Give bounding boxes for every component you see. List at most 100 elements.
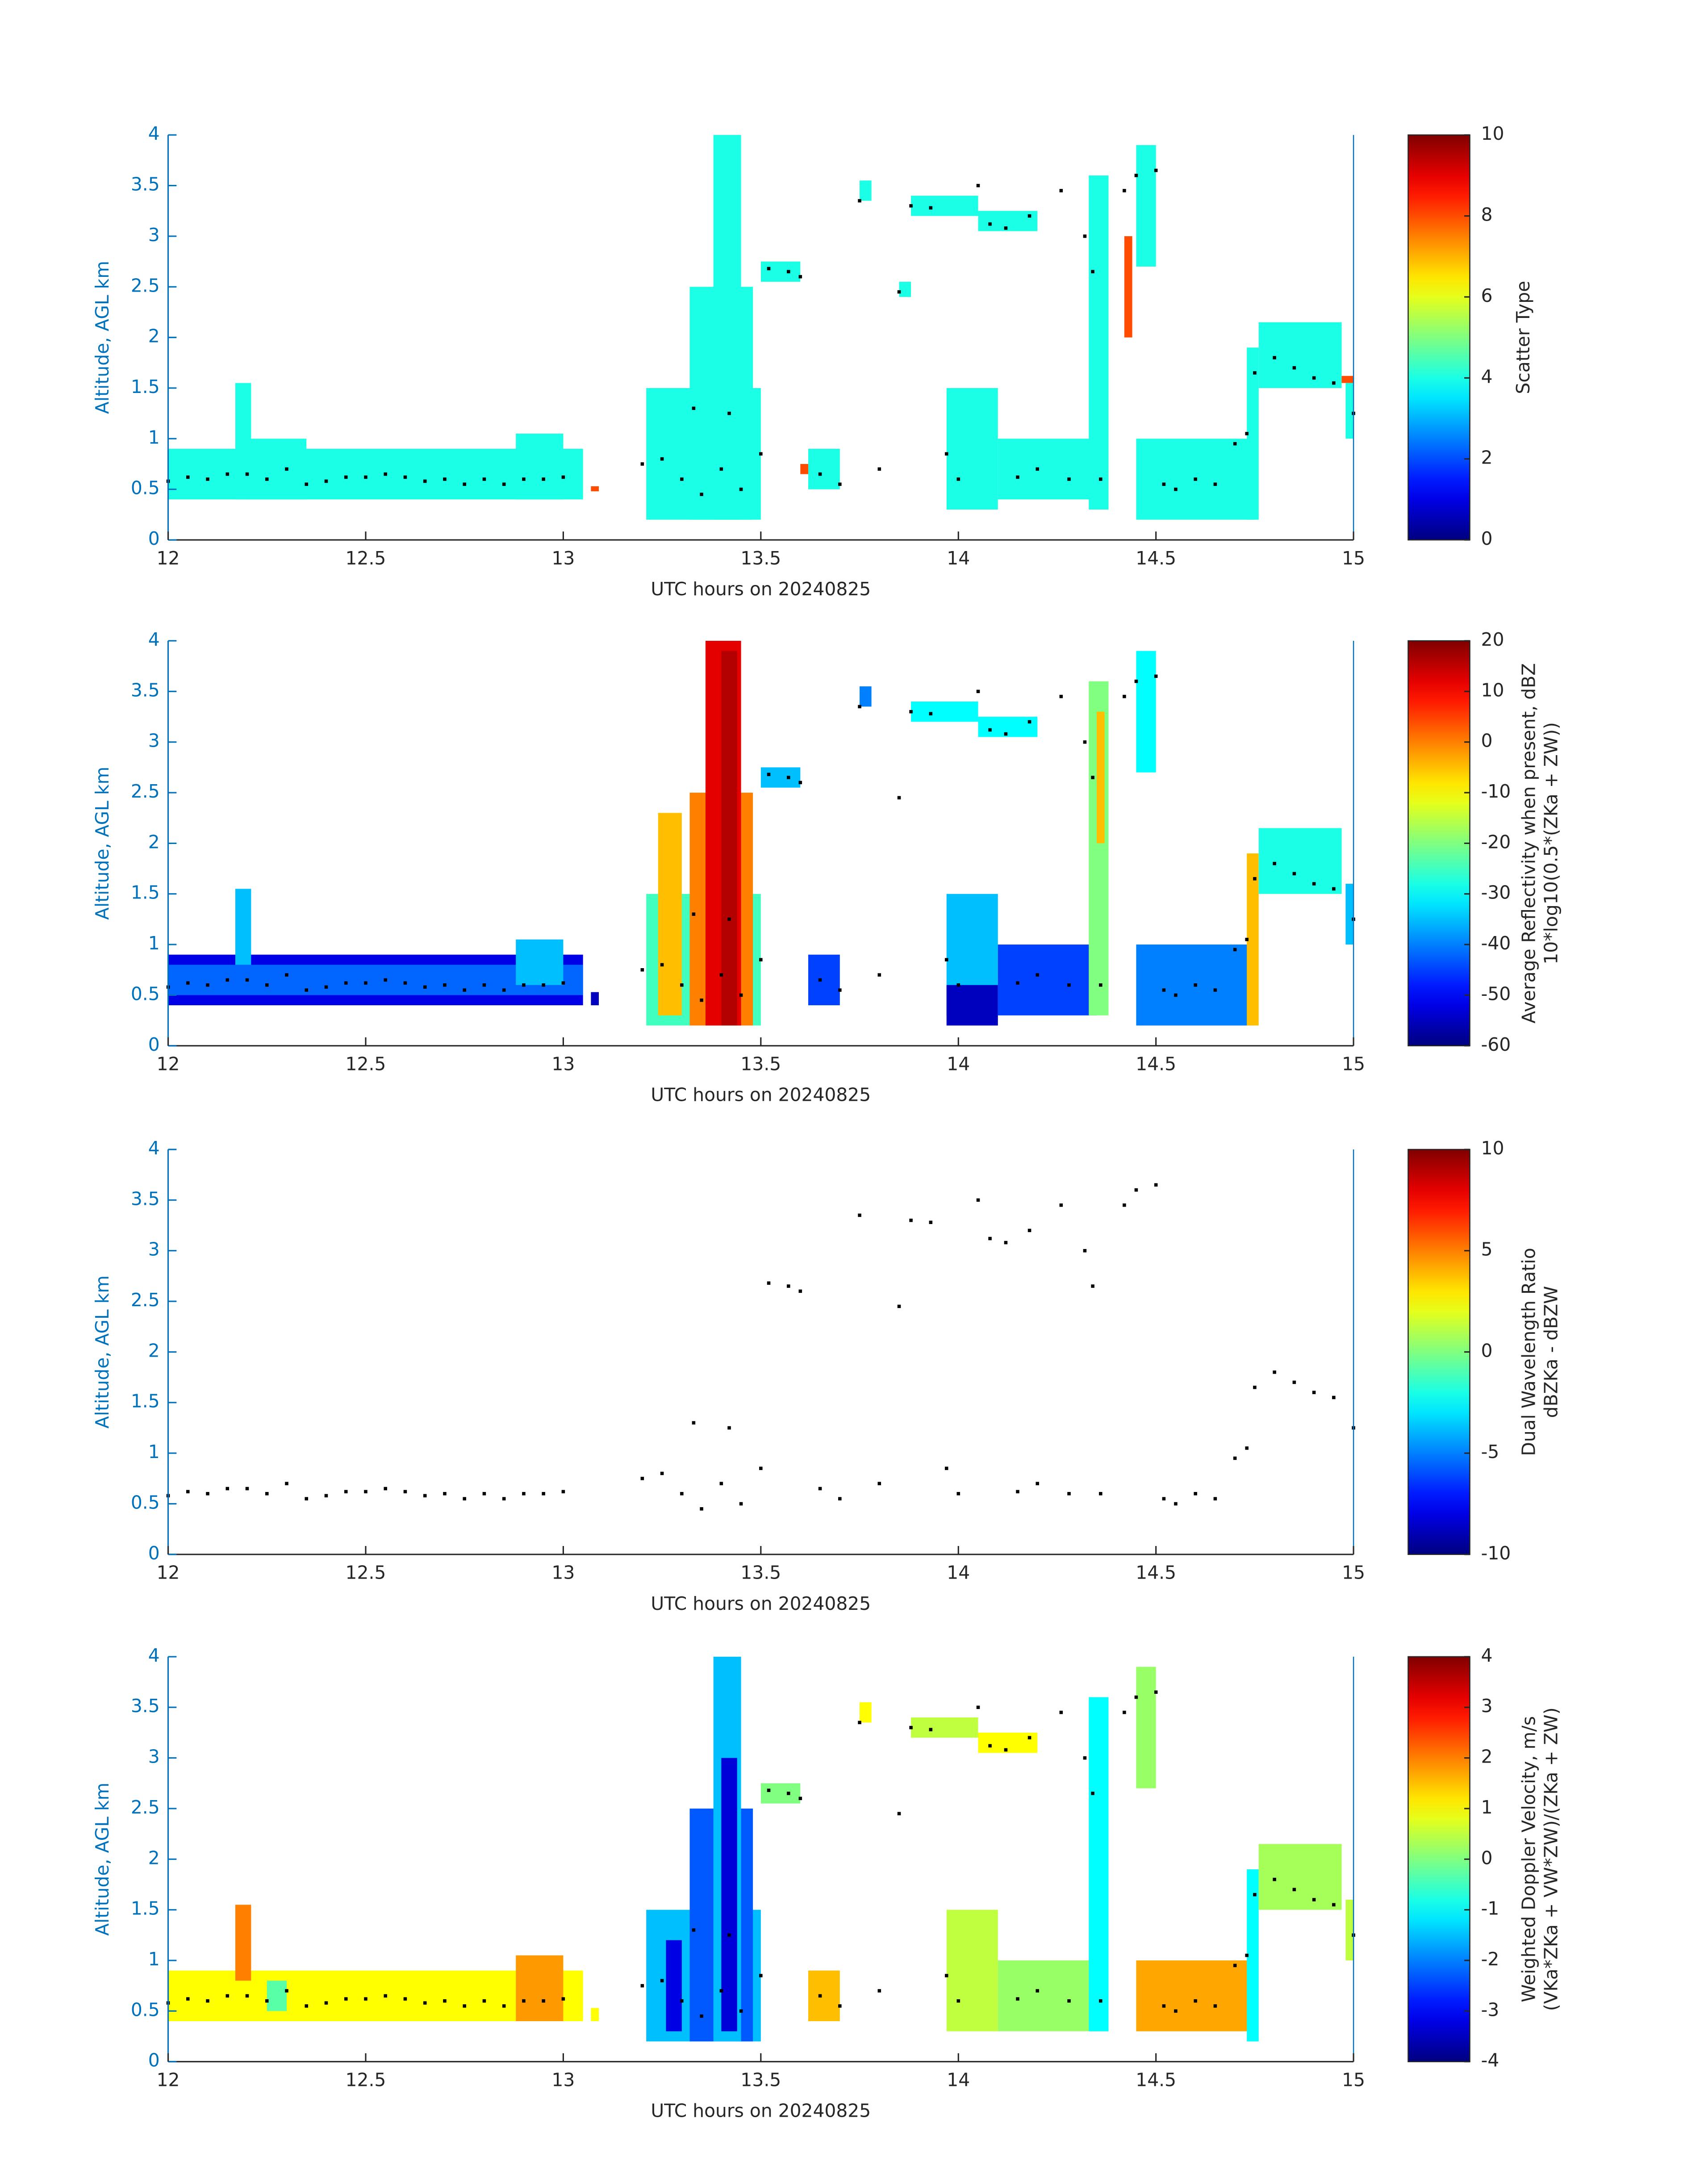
point [1213,988,1217,992]
point [640,968,644,972]
point [976,1198,980,1202]
colorbar-tick-label: 0 [1481,1847,1493,1868]
cell [591,992,599,1006]
cell [1136,651,1156,773]
point [767,773,771,776]
y-tick-label: 3 [148,730,160,752]
cell [1096,711,1105,844]
point [482,477,486,481]
point [1036,467,1040,471]
x-tick-label: 12 [157,1562,180,1584]
colorbar-tick-label: 0 [1481,528,1493,549]
y-tick-label: 3 [148,224,160,246]
colorbar-tick-label: 4 [1481,366,1493,387]
point [660,963,664,967]
point [692,406,696,410]
x-tick-label: 13.5 [740,2069,781,2091]
x-tick-label: 15 [1342,2069,1365,2091]
point [285,467,288,471]
point [1213,2004,1217,2008]
colorbar-tick-label: -10 [1481,781,1511,802]
colorbar-tick-label: 10 [1481,123,1504,144]
point [1332,887,1336,891]
y-tick-label: 3.5 [131,1188,160,1209]
point [1016,1997,1019,2001]
point [1154,168,1158,172]
point [423,985,427,989]
cell [1258,322,1342,388]
point [700,999,703,1002]
y-tick-label: 2.5 [131,1797,160,1818]
y-tick-label: 3.5 [131,679,160,701]
point [364,981,367,985]
cell [911,701,978,722]
point [364,1490,367,1494]
point [700,2014,703,2018]
point [245,978,249,982]
point [988,1744,992,1748]
point [423,479,427,483]
cell [808,1970,840,2022]
y-tick-label: 1.5 [131,1391,160,1412]
point [818,472,822,476]
cell [911,196,978,216]
x-tick-label: 15 [1342,1053,1365,1075]
point [640,462,644,466]
point [403,1997,407,2001]
cell [1136,1667,1156,1788]
point [463,482,466,486]
point [186,1997,190,2001]
cell [721,1758,737,2031]
point [1253,877,1257,881]
cell [946,985,998,1026]
point [1253,371,1257,375]
colorbar-label: 10*log10(0.5*(ZKa + ZW)) [1541,722,1562,965]
point [482,1999,486,2003]
cell [860,686,872,707]
point [324,2001,328,2005]
colorbar-tick-label: 10 [1481,679,1504,701]
point [759,1974,763,1977]
point [838,482,842,486]
point [1004,732,1008,736]
point [206,477,209,481]
point [344,475,348,479]
colorbar-label: Dual Wavelength Ratio [1518,1248,1539,1456]
point [1123,189,1126,192]
point [798,1289,802,1293]
cell [1136,145,1156,267]
point [727,411,731,415]
colorbar-tick-label: 4 [1481,1645,1493,1666]
x-tick-label: 15 [1342,1562,1365,1584]
y-tick-label: 0.5 [131,1999,160,2020]
point [759,1467,763,1470]
point [561,475,565,479]
point [956,1492,960,1496]
point [443,1492,447,1496]
y-tick-label: 4 [148,1645,160,1666]
y-tick-label: 3.5 [131,1695,160,1717]
point [1091,270,1094,274]
point [1091,1284,1094,1288]
point [838,988,842,992]
colorbar-label: dBZKa - dBZW [1541,1286,1562,1418]
point [976,184,980,188]
colorbar-tick-label: -30 [1481,882,1511,903]
x-tick-label: 12 [157,1053,180,1075]
point [767,267,771,271]
point [1027,1228,1031,1233]
point [1213,482,1217,486]
point [727,1933,731,1937]
point [660,457,664,461]
point [909,204,913,208]
point [1091,776,1094,779]
point [245,1994,249,1998]
point [305,2004,309,2008]
x-tick-label: 14 [947,1562,970,1584]
point [1083,740,1087,744]
point [929,1728,933,1731]
x-tick-label: 14.5 [1136,1053,1176,1075]
point [988,1237,992,1241]
cell [713,135,741,520]
